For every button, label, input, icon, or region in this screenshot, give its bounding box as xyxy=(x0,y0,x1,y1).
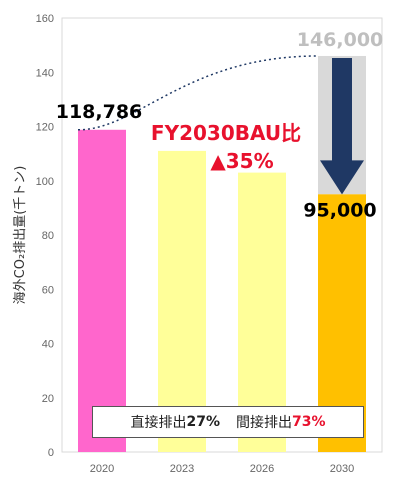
y-tick-label: 0 xyxy=(48,447,54,459)
direct-emission-label: 直接排出 xyxy=(130,415,187,431)
bau-value-label: 146,000 xyxy=(297,29,384,51)
value-label-2030: 95,000 xyxy=(303,199,376,221)
y-tick-label: 100 xyxy=(36,176,54,188)
y-tick-label: 60 xyxy=(42,284,54,296)
y-tick-label: 160 xyxy=(36,13,54,25)
reduction-arrow xyxy=(320,57,364,195)
direct-emission-percent: 27% xyxy=(186,414,220,430)
x-tick-label: 2020 xyxy=(90,463,114,475)
x-tick-label: 2023 xyxy=(170,463,194,475)
y-tick-label: 120 xyxy=(36,122,54,134)
target-label-line2: ▲35% xyxy=(210,149,273,173)
plot-area-frame xyxy=(61,17,383,453)
y-tick-label: 80 xyxy=(42,230,54,242)
y-tick-label: 40 xyxy=(42,339,54,351)
x-tick-label: 2030 xyxy=(330,463,354,475)
indirect-emission-label: 間接排出 xyxy=(236,415,292,431)
value-label-2020: 118,786 xyxy=(56,101,143,123)
y-tick-label: 140 xyxy=(36,67,54,79)
x-tick-label: 2026 xyxy=(250,463,274,475)
bar-2023 xyxy=(158,150,206,452)
bar-2026 xyxy=(238,172,286,453)
indirect-emission-percent: 73% xyxy=(292,414,326,430)
target-label-line1: FY2030BAU比 xyxy=(151,121,301,145)
bar-2020 xyxy=(78,129,126,452)
y-axis-label: 海外CO₂排出量(千トン) xyxy=(13,166,28,305)
y-tick-label: 20 xyxy=(42,393,54,405)
bau-trend-curve xyxy=(77,55,319,131)
emission-breakdown-note: 直接排出 27% 間接排出 73% xyxy=(92,406,364,438)
